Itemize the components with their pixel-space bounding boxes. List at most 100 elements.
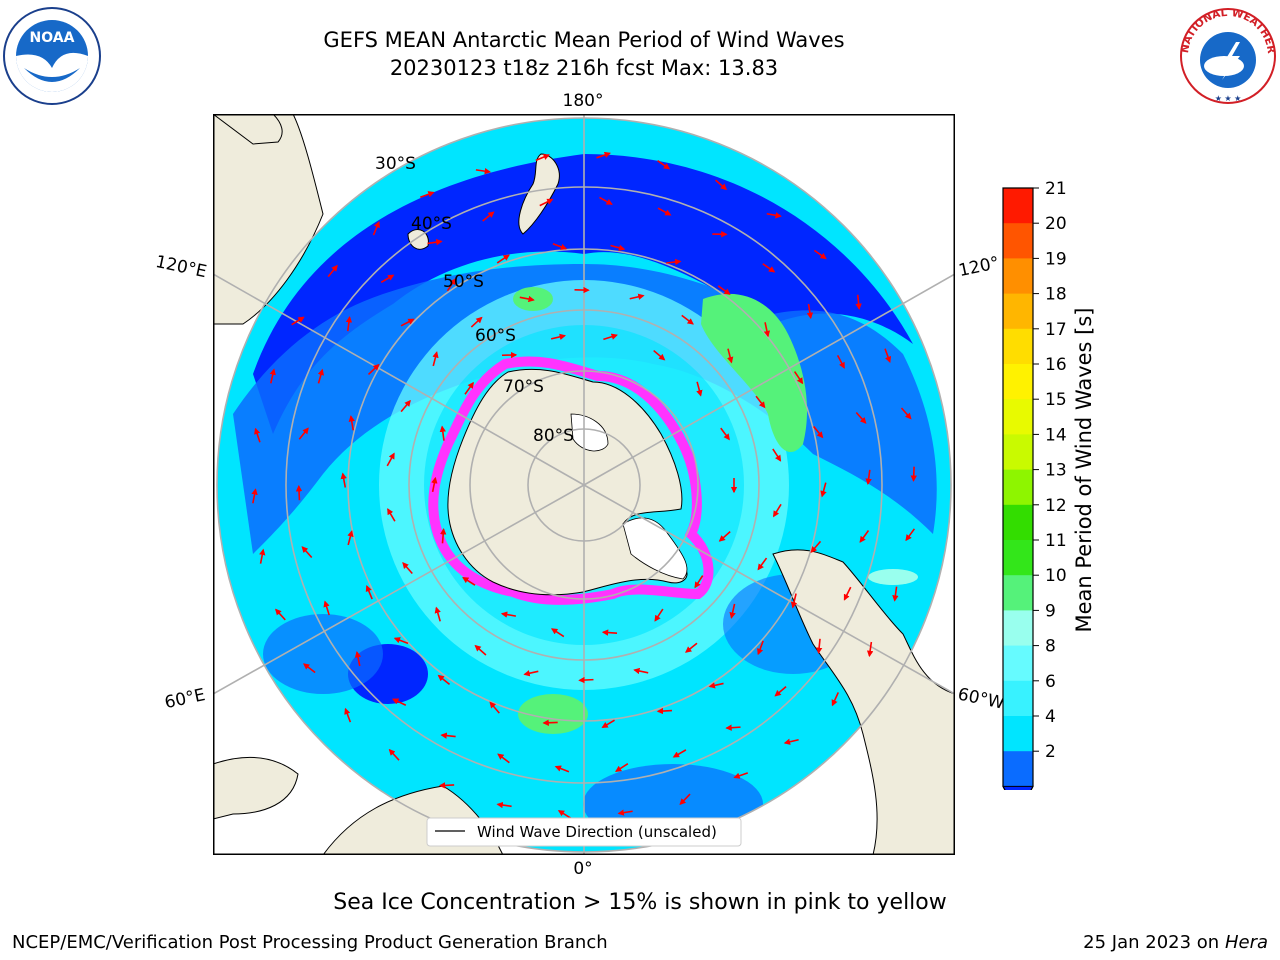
wind-wave-arrow xyxy=(431,476,438,493)
colorbar-tick-label: 16 xyxy=(1045,355,1067,375)
wind-wave-arrow xyxy=(323,600,330,616)
wind-wave-arrow xyxy=(629,293,645,300)
nws-logo: NATIONAL WEATHER SERVICE ★ ★ ★ xyxy=(1174,0,1278,106)
colorbar-segment xyxy=(1003,645,1033,682)
wind-wave-arrow xyxy=(617,809,633,816)
wind-wave-arrow xyxy=(855,411,867,424)
wind-wave-arrow xyxy=(354,650,362,667)
wind-wave-arrow xyxy=(757,557,768,571)
wind-wave-arrow xyxy=(793,371,804,385)
wind-wave-arrow xyxy=(859,530,870,543)
madagascar-land xyxy=(213,756,299,820)
wind-wave-arrow xyxy=(340,472,347,488)
colorbar-segment xyxy=(1003,293,1033,330)
wind-wave-arrow xyxy=(496,254,510,264)
wind-wave-arrow xyxy=(806,303,814,320)
wind-wave-arrow xyxy=(434,606,441,622)
wind-wave-arrow xyxy=(344,707,352,723)
wind-wave-arrow xyxy=(696,381,703,397)
wind-wave-arrow xyxy=(599,196,613,205)
colorbar-tick-label: 2 xyxy=(1045,742,1056,762)
wind-wave-arrow xyxy=(470,316,483,328)
colorbar-segment xyxy=(1003,540,1033,576)
wind-wave-arrow xyxy=(432,351,439,367)
wind-wave-arrow xyxy=(500,611,517,618)
wind-wave-arrow xyxy=(327,264,338,278)
wind-wave-arrow xyxy=(535,153,550,162)
wind-wave-arrow xyxy=(386,452,395,467)
colorbar-segment xyxy=(1003,716,1033,752)
wind-wave-arrow xyxy=(657,207,672,216)
colorbar-label: Mean Period of Wind Waves [s] xyxy=(1072,307,1096,633)
wind-wave-arrow xyxy=(656,707,673,715)
colorbar: 2 4 6 8 9 10 11 12 13 14 15 16 17 18 19 20 21 xyxy=(995,179,1155,816)
wind-wave-arrow xyxy=(718,531,731,542)
wind-wave-arrow xyxy=(729,603,736,619)
australia-land xyxy=(213,114,324,325)
lat-label-60s: 60°S xyxy=(475,326,516,346)
wind-wave-arrow xyxy=(900,407,912,420)
wind-wave-arrow xyxy=(855,294,862,310)
wind-wave-arrow xyxy=(523,670,539,677)
polar-map: 30°S 40°S 50°S 60°S 70°S 80°S Wind Wave … xyxy=(213,114,955,855)
wind-wave-arrow xyxy=(763,322,771,338)
colorbar-segment xyxy=(1003,328,1033,365)
wind-wave-arrow xyxy=(348,415,355,431)
wind-wave-arrow xyxy=(815,638,823,655)
wind-wave-arrow xyxy=(298,427,309,440)
wind-wave-arrow xyxy=(317,368,324,384)
colorbar-segment xyxy=(1003,223,1033,259)
wind-wave-arrow xyxy=(672,749,687,758)
colorbar-segment xyxy=(1003,258,1033,295)
wind-wave-arrow xyxy=(783,738,799,745)
wind-wave-arrow xyxy=(269,368,276,384)
wind-wave-patch-green xyxy=(701,293,808,453)
wind-wave-arrow xyxy=(345,315,353,332)
lon-label-60e: 60°E xyxy=(163,685,207,713)
wind-wave-arrow xyxy=(402,562,413,575)
wind-wave-arrow xyxy=(303,663,316,674)
wind-wave-arrow xyxy=(717,285,731,295)
colorbar-tick-label: 6 xyxy=(1045,672,1056,692)
wind-wave-arrow xyxy=(772,448,782,462)
wind-wave-arrow xyxy=(387,508,396,522)
sea-ice-note: Sea Ice Concentration > 15% is shown in … xyxy=(333,890,947,915)
wind-wave-arrow xyxy=(757,640,764,656)
wind-wave-arrow xyxy=(552,243,568,250)
wind-wave-arrow xyxy=(666,258,682,266)
wind-wave-arrow xyxy=(550,333,567,340)
wind-wave-arrow xyxy=(681,314,694,325)
lon-label-180: 180° xyxy=(563,91,604,111)
wind-wave-arrow xyxy=(254,427,261,443)
wind-wave-arrow xyxy=(400,399,411,413)
wind-wave-arrow xyxy=(813,249,827,260)
wind-wave-arrow xyxy=(557,810,572,819)
wind-wave-arrow xyxy=(657,160,671,170)
wind-wave-arrow xyxy=(727,348,734,364)
wind-wave-arrow xyxy=(596,151,611,159)
colorbar-tick-label: 20 xyxy=(1045,214,1067,234)
colorbar-segment xyxy=(1003,399,1033,435)
chart-title: GEFS MEAN Antarctic Mean Period of Wind … xyxy=(323,28,845,52)
ice-shelf xyxy=(622,517,688,580)
colorbar-tick-label: 19 xyxy=(1045,249,1067,269)
wind-wave-arrow xyxy=(496,801,512,809)
colorbar-segment xyxy=(1003,188,1033,224)
wind-wave-arrow xyxy=(400,318,415,327)
wind-wave-arrow xyxy=(446,278,456,292)
wind-wave-arrow xyxy=(393,637,409,645)
wind-wave-arrow xyxy=(654,608,664,622)
wind-wave-arrow xyxy=(474,644,487,656)
colorbar-tick-label: 9 xyxy=(1045,601,1056,621)
wind-wave-arrow xyxy=(633,667,649,675)
colorbar-tick-label: 14 xyxy=(1045,425,1067,445)
wind-wave-arrow xyxy=(519,295,535,303)
colorbar-tick-label: 12 xyxy=(1045,496,1067,516)
wind-wave-arrow xyxy=(910,466,917,482)
wind-wave-arrow xyxy=(653,349,666,361)
lat-label-40s: 40°S xyxy=(411,214,452,234)
wind-wave-arrow xyxy=(790,593,798,609)
noaa-logo-text: NOAA xyxy=(30,30,75,46)
host-name: Hera xyxy=(1224,932,1268,953)
wind-wave-arrow xyxy=(365,584,373,600)
